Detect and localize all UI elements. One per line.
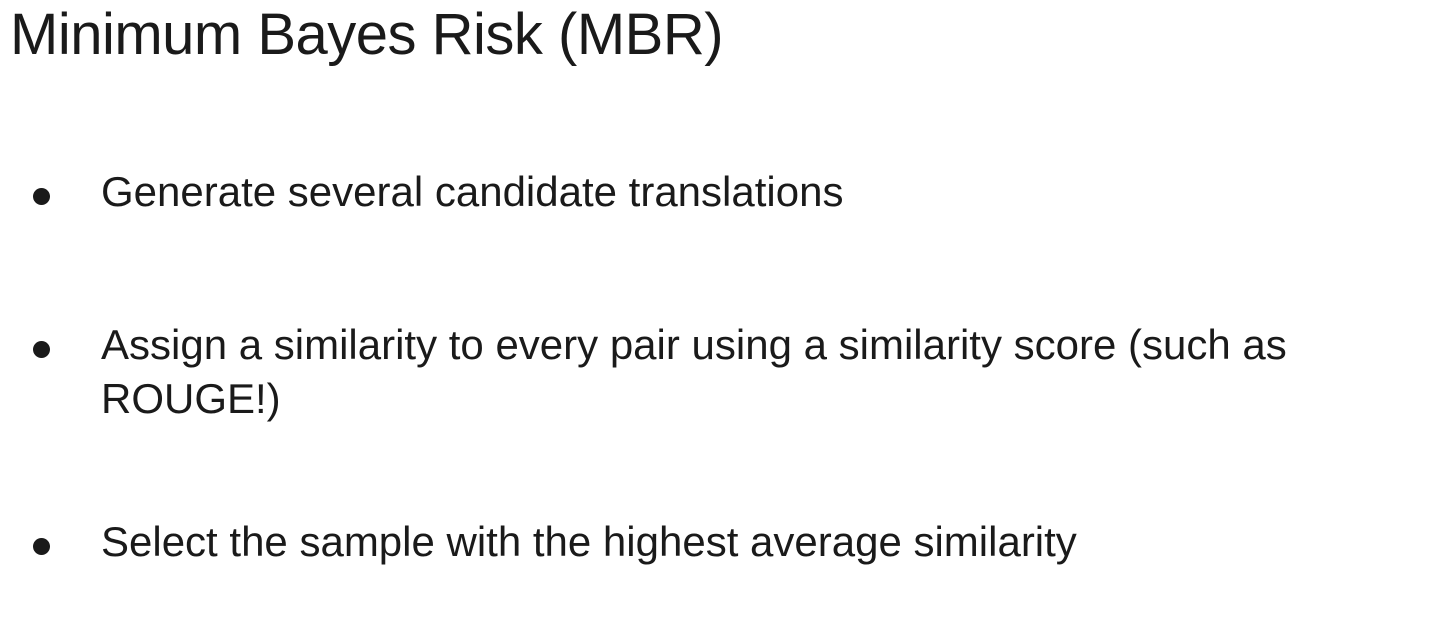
bullet-dot-icon: [33, 341, 50, 358]
bullet-dot-icon: [33, 188, 50, 205]
bullet-text: Assign a similarity to every pair using …: [101, 321, 1287, 422]
bullet-dot-icon: [33, 538, 50, 555]
bullet-text: Generate several candidate translations: [101, 168, 844, 215]
bullet-text: Select the sample with the highest avera…: [101, 518, 1077, 565]
slide-title: Minimum Bayes Risk (MBR): [10, 2, 724, 67]
